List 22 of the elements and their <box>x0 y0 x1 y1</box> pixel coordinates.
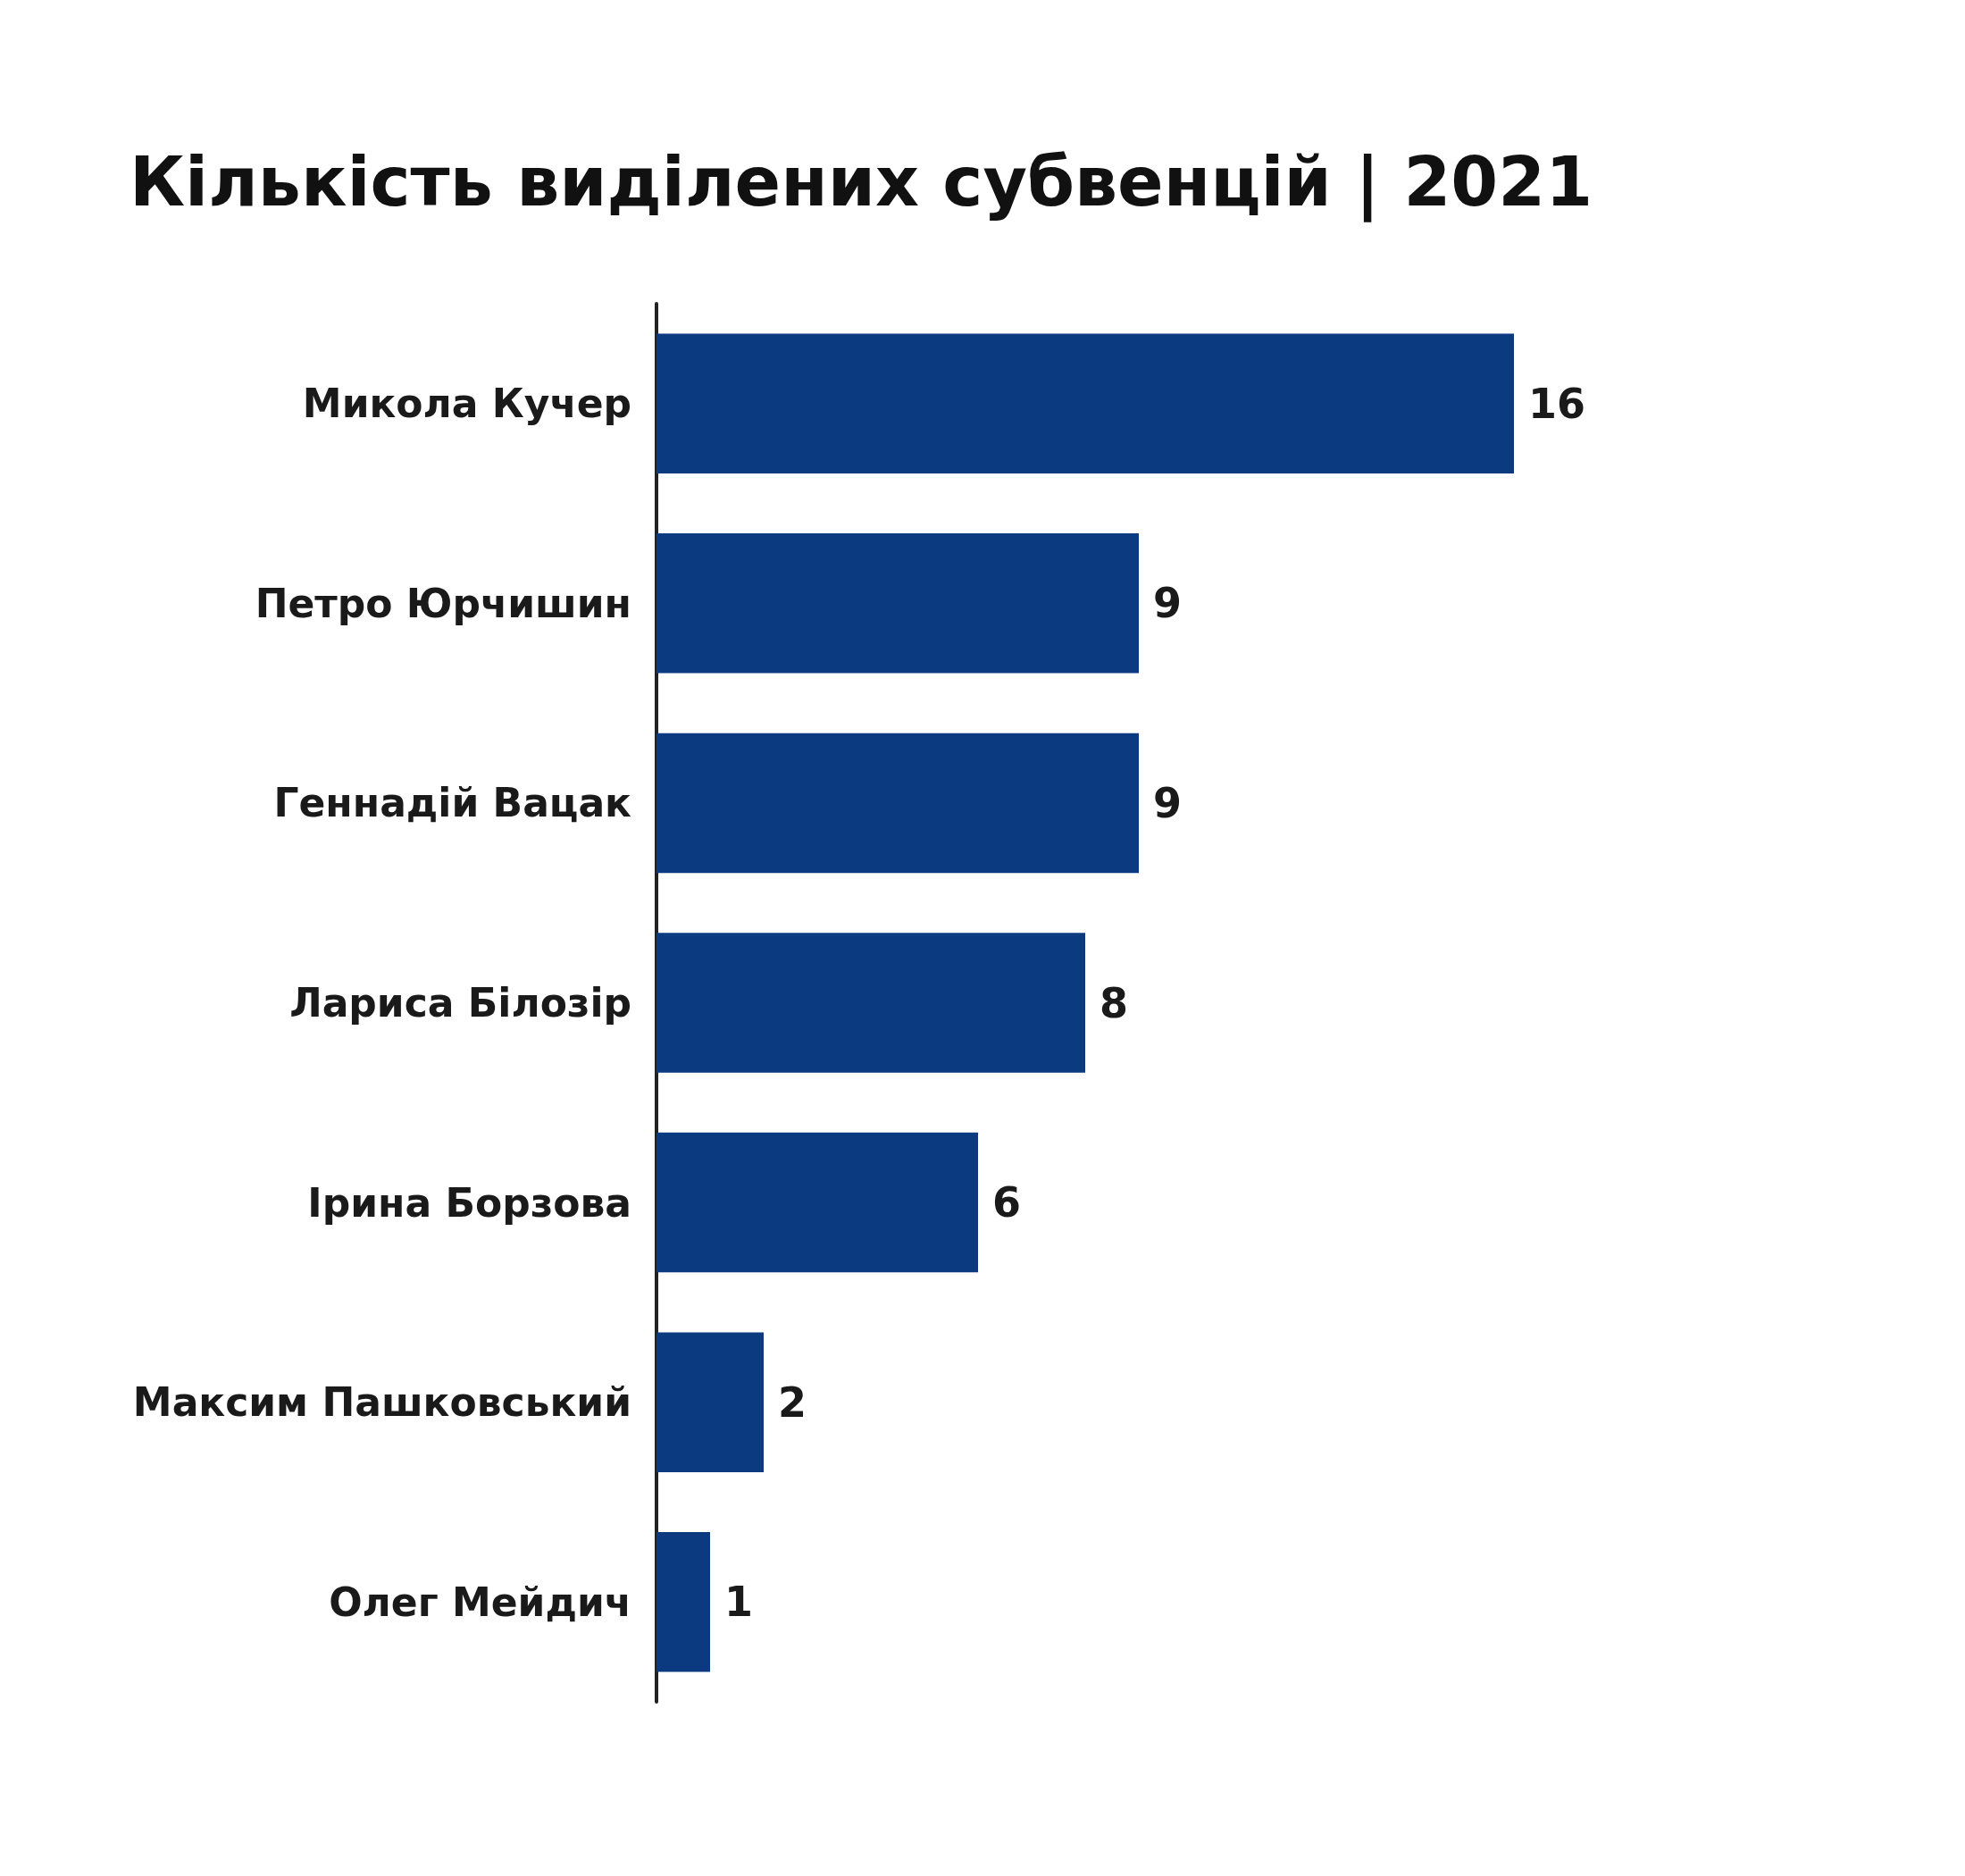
y-tick-label: Петро Юрчишин <box>255 580 631 626</box>
bar <box>656 1332 764 1472</box>
bar <box>656 1531 710 1672</box>
bar <box>656 533 1139 674</box>
data-label: 1 <box>724 1578 754 1627</box>
bar <box>656 733 1139 874</box>
y-tick-label: Олег Мейдич <box>329 1579 631 1625</box>
y-tick-label: Ірина Борзова <box>307 1179 631 1226</box>
data-label: 6 <box>992 1178 1022 1227</box>
y-tick-label: Максим Пашковський <box>132 1379 631 1426</box>
data-label: 16 <box>1528 379 1586 428</box>
bar <box>656 1132 978 1273</box>
data-label: 2 <box>778 1378 807 1427</box>
bar <box>656 333 1514 474</box>
data-label: 8 <box>1100 978 1129 1027</box>
data-label: 9 <box>1153 579 1183 628</box>
chart-title: Кількість виділених субвенцій | 2021 <box>130 141 1593 222</box>
y-tick-label: Геннадій Вацак <box>273 780 632 826</box>
y-tick-label: Микола Кучер <box>302 381 631 427</box>
y-tick-label: Лариса Білозір <box>289 980 631 1026</box>
bar <box>656 933 1085 1073</box>
data-label: 9 <box>1153 778 1183 827</box>
